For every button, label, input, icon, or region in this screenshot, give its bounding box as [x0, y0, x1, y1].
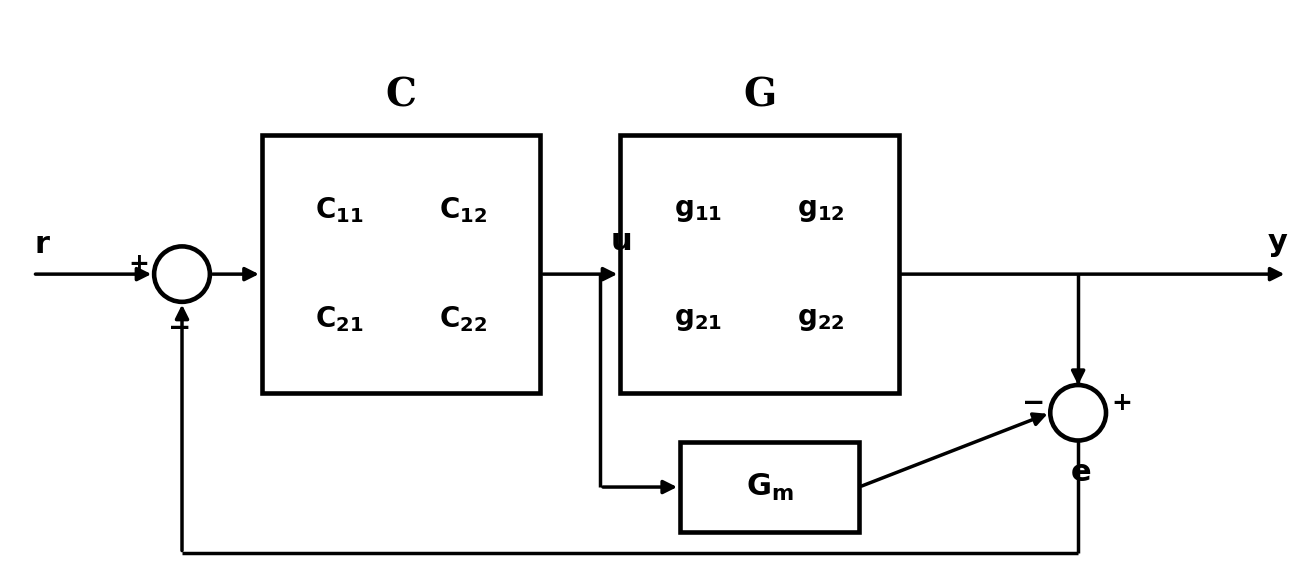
Text: $\mathbf{C_{11}}$: $\mathbf{C_{11}}$: [316, 195, 364, 224]
Text: $\mathbf{g_{22}}$: $\mathbf{g_{22}}$: [797, 305, 845, 333]
Text: $\mathbf{g_{12}}$: $\mathbf{g_{12}}$: [797, 196, 845, 224]
Text: G: G: [743, 77, 776, 115]
Text: −: −: [1022, 389, 1046, 417]
Bar: [620, 135, 899, 393]
Text: +: +: [1112, 391, 1132, 415]
Text: $\mathbf{u}$: $\mathbf{u}$: [611, 227, 631, 257]
Circle shape: [154, 246, 210, 302]
Bar: [679, 443, 859, 532]
Text: C: C: [386, 77, 417, 115]
Circle shape: [1051, 385, 1106, 440]
Text: $\mathbf{y}$: $\mathbf{y}$: [1267, 230, 1288, 259]
Text: $\mathbf{C_{21}}$: $\mathbf{C_{21}}$: [316, 304, 364, 333]
Text: $\mathbf{g_{21}}$: $\mathbf{g_{21}}$: [674, 305, 722, 333]
Text: +: +: [128, 252, 149, 276]
Text: −: −: [168, 314, 192, 342]
Text: $\mathbf{C_{22}}$: $\mathbf{C_{22}}$: [439, 304, 487, 333]
Text: $\mathbf{g_{11}}$: $\mathbf{g_{11}}$: [674, 196, 722, 224]
Bar: [261, 135, 541, 393]
Text: $\mathbf{e}$: $\mathbf{e}$: [1070, 458, 1091, 487]
Text: $\mathbf{G_m}$: $\mathbf{G_m}$: [745, 471, 793, 503]
Text: $\mathbf{C_{12}}$: $\mathbf{C_{12}}$: [439, 195, 487, 224]
Text: $\mathbf{r}$: $\mathbf{r}$: [34, 230, 50, 259]
